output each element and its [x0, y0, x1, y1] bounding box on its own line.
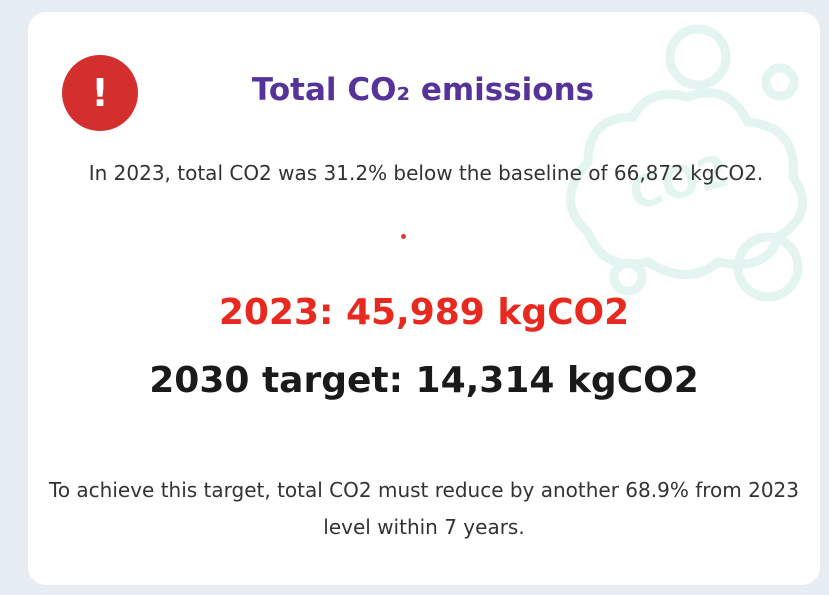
footer-text: To achieve this target, total CO2 must r… — [48, 472, 800, 546]
red-dot — [401, 234, 406, 239]
current-emissions: 2023: 45,989 kgCO2 — [28, 292, 820, 333]
summary-text: In 2023, total CO2 was 31.2% below the b… — [46, 152, 806, 195]
target-emissions: 2030 target: 14,314 kgCO2 — [28, 360, 820, 401]
card-title: Total CO₂ emissions — [178, 72, 668, 108]
card: CO2 ! Total CO₂ emissions In 2023, total… — [28, 12, 820, 585]
page: CO2 ! Total CO₂ emissions In 2023, total… — [0, 0, 829, 595]
alert-icon: ! — [62, 55, 138, 131]
